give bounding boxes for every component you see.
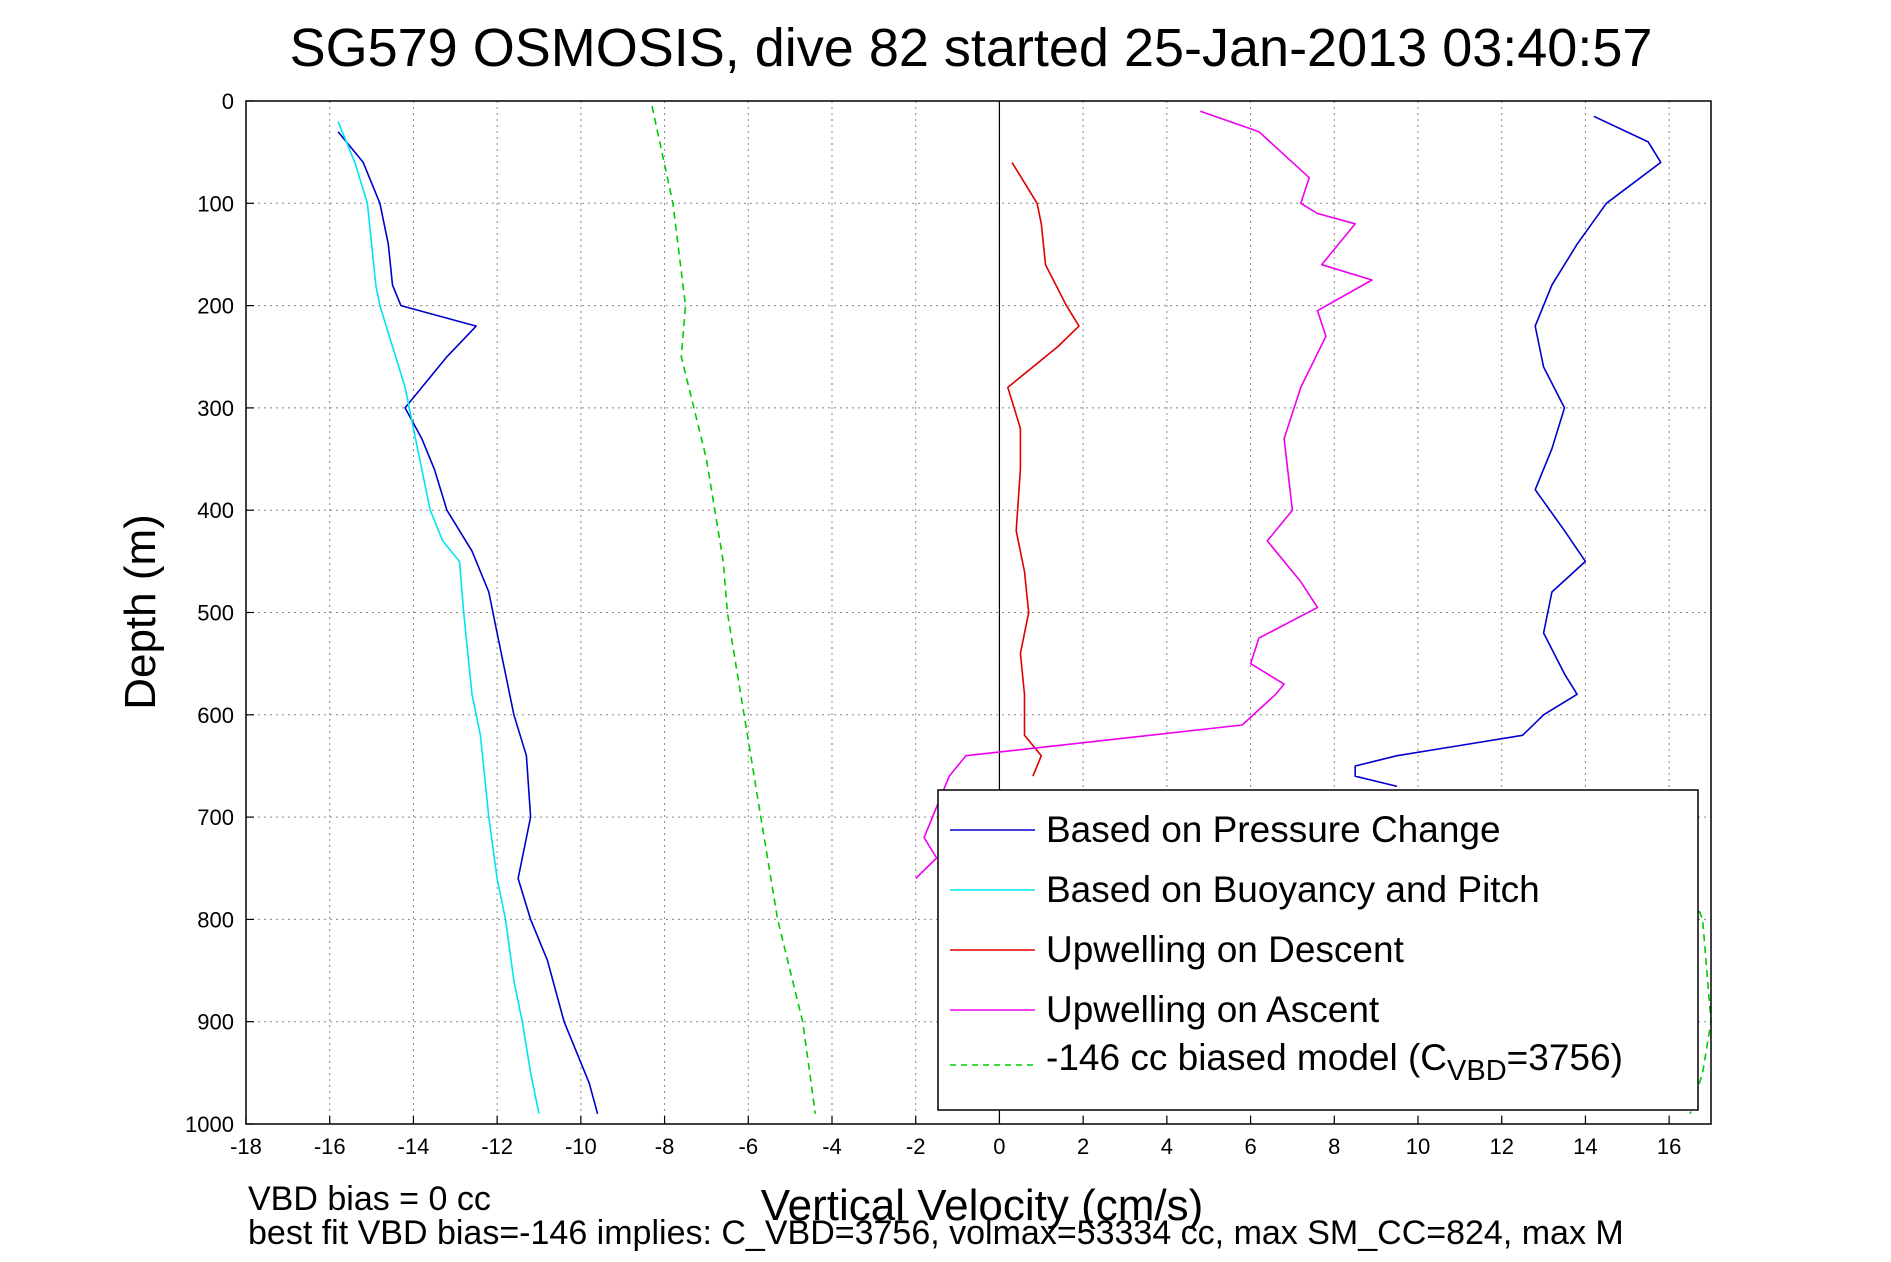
- x-tick-label: -2: [906, 1134, 926, 1159]
- x-tick-label: 8: [1328, 1134, 1340, 1159]
- series-line-6: [1689, 888, 1712, 1115]
- x-tick-label: 4: [1161, 1134, 1173, 1159]
- series-line-4: [915, 110, 1373, 880]
- x-tick-label: 14: [1573, 1134, 1597, 1159]
- x-tick-label: -18: [230, 1134, 262, 1159]
- x-tick-label: -4: [822, 1134, 842, 1159]
- legend-label-buoyancy: Based on Buoyancy and Pitch: [1046, 869, 1540, 910]
- series-line-2: [337, 121, 540, 1114]
- legend-label-ascent: Upwelling on Ascent: [1046, 989, 1380, 1030]
- legend-label-model: -146 cc biased model (CVBD=3756): [1046, 1037, 1623, 1087]
- y-tick-label: 600: [197, 703, 234, 728]
- chart-title: SG579 OSMOSIS, dive 82 started 25-Jan-20…: [290, 18, 1653, 78]
- y-tick-label: 0: [222, 89, 234, 114]
- y-tick-label: 800: [197, 907, 234, 932]
- legend-label-descent: Upwelling on Descent: [1046, 929, 1405, 970]
- y-tick-label: 1000: [185, 1112, 234, 1137]
- legend: Based on Pressure Change Based on Buoyan…: [937, 789, 1699, 1111]
- series-layer: [337, 101, 1712, 1124]
- axis-ticks: -18 -16 -14 -12 -10 -8 -6 -4 -2 0 2 4 6 8 10 12 14 16 0 100…: [185, 89, 1681, 1159]
- x-tick-label: 10: [1406, 1134, 1430, 1159]
- x-tick-label: -8: [655, 1134, 675, 1159]
- series-line-0: [337, 131, 599, 1115]
- x-tick-label: -12: [481, 1134, 513, 1159]
- x-tick-label: 6: [1244, 1134, 1256, 1159]
- y-tick-label: 400: [197, 498, 234, 523]
- x-tick-label: 2: [1077, 1134, 1089, 1159]
- footer-best-fit: best fit VBD bias=-146 implies: C_VBD=37…: [248, 1214, 1624, 1252]
- y-tick-label: 900: [197, 1010, 234, 1035]
- x-tick-label: 12: [1489, 1134, 1513, 1159]
- x-tick-label: -10: [565, 1134, 597, 1159]
- x-tick-label: 0: [993, 1134, 1005, 1159]
- footer-vbd-bias: VBD bias = 0 cc: [248, 1180, 491, 1218]
- series-line-1: [1354, 115, 1662, 788]
- y-tick-label: 300: [197, 396, 234, 421]
- legend-label-pressure: Based on Pressure Change: [1046, 809, 1501, 850]
- y-axis-label: Depth (m): [116, 514, 165, 710]
- series-line-3: [1006, 161, 1080, 777]
- y-tick-label: 100: [197, 191, 234, 216]
- x-tick-label: -16: [314, 1134, 346, 1159]
- y-tick-label: 700: [197, 805, 234, 830]
- x-tick-label: -6: [739, 1134, 759, 1159]
- y-tick-label: 500: [197, 601, 234, 626]
- legend-box: [937, 789, 1699, 1111]
- series-line-5: [651, 105, 817, 1114]
- x-tick-label: -14: [398, 1134, 430, 1159]
- x-axis-label: Vertical Velocity (cm/s): [761, 1181, 1204, 1230]
- x-tick-label: 16: [1657, 1134, 1681, 1159]
- y-tick-label: 200: [197, 294, 234, 319]
